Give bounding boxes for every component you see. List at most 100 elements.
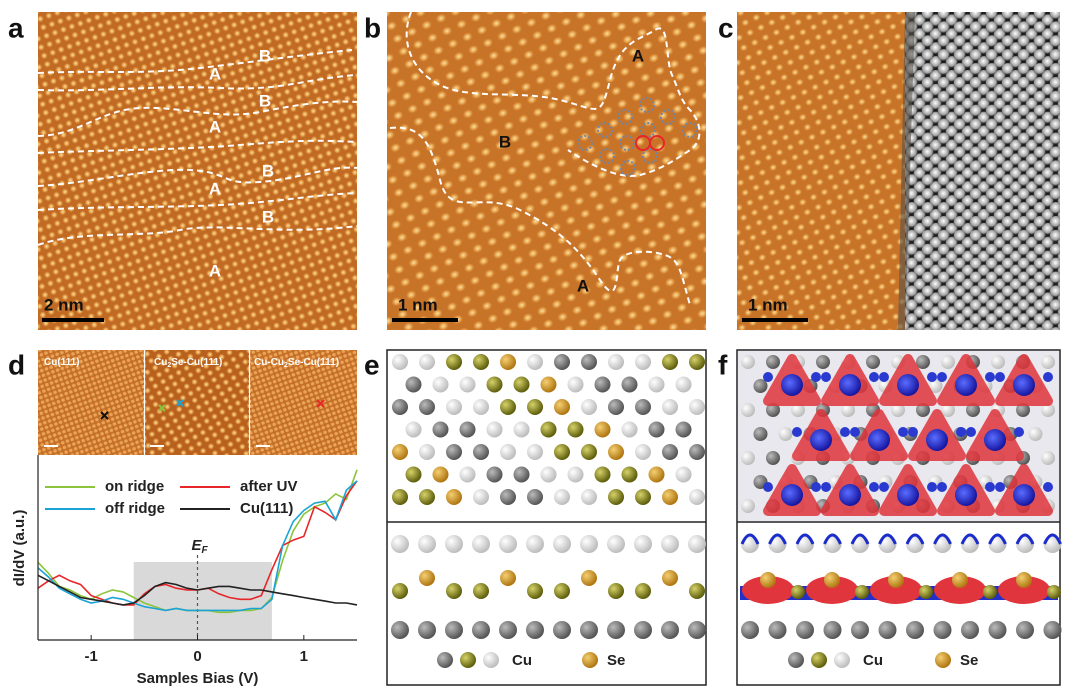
atom	[527, 399, 543, 415]
x-tick-label: 0	[193, 648, 201, 665]
atom	[526, 621, 544, 639]
atom	[955, 374, 977, 396]
y-axis-label: dI/dV (a.u.)	[11, 510, 28, 587]
atom	[635, 444, 651, 460]
atom	[554, 489, 570, 505]
charge-lobe	[850, 533, 870, 545]
atom	[839, 374, 861, 396]
chart: EF -1 0 1 Samples Bias (V) dI/dV (a.u.) on rid…	[11, 455, 358, 687]
atom	[811, 482, 821, 492]
atom	[527, 489, 543, 505]
atom	[821, 372, 831, 382]
inset-label-part: 2	[284, 362, 288, 369]
atom	[988, 621, 1007, 639]
stm-inset	[38, 350, 144, 455]
atom	[839, 484, 861, 506]
x-tick-label: -1	[84, 648, 97, 665]
atom	[791, 403, 805, 417]
atom	[554, 354, 570, 370]
x-axis-label: Samples Bias (V)	[137, 670, 259, 687]
atom	[1016, 621, 1034, 639]
atom	[888, 572, 904, 588]
atom	[621, 376, 638, 393]
atom	[841, 403, 855, 417]
atom	[983, 585, 997, 599]
atom	[675, 466, 692, 483]
atom	[879, 482, 889, 492]
atom	[851, 535, 869, 553]
atom	[419, 489, 435, 505]
atom	[1041, 403, 1055, 417]
atom	[988, 535, 1007, 553]
atom	[985, 482, 995, 492]
atom	[781, 484, 803, 506]
highlight-region	[133, 562, 272, 640]
atom	[392, 354, 408, 370]
atom	[446, 583, 462, 599]
atom	[540, 421, 557, 438]
atom	[823, 621, 842, 639]
atom	[459, 421, 476, 438]
atom	[472, 621, 490, 639]
atom	[581, 444, 597, 460]
region-label: B	[259, 91, 271, 110]
atom	[432, 466, 449, 483]
atom	[500, 570, 516, 586]
atom	[778, 427, 793, 441]
atom	[760, 572, 776, 588]
atom	[608, 583, 624, 599]
atom	[1041, 451, 1055, 465]
atom	[796, 621, 814, 639]
atom	[855, 585, 869, 599]
atoms-top-view	[392, 354, 705, 505]
atom	[897, 374, 919, 396]
inset-label: Cu2Se-Cu(111)	[154, 357, 222, 369]
region-label: A	[632, 46, 644, 65]
atom	[869, 372, 879, 382]
atom	[419, 399, 435, 415]
atom	[823, 535, 842, 553]
panel-label: c	[718, 12, 734, 43]
inset-markers	[44, 399, 325, 447]
charge-lobe	[878, 533, 897, 545]
atom	[796, 535, 814, 553]
charge-lobe	[998, 576, 1050, 604]
charge-lobe	[768, 533, 787, 545]
domain-boundaries	[389, 11, 701, 306]
atom	[868, 429, 890, 451]
inset-label-part: Se-Cu(111)	[288, 357, 339, 368]
atom	[878, 621, 897, 639]
atom	[635, 399, 651, 415]
atom	[791, 585, 805, 599]
atom	[906, 535, 924, 553]
atom	[928, 379, 943, 393]
atom	[446, 399, 462, 415]
atom	[392, 489, 408, 505]
atom	[675, 421, 692, 438]
atom	[768, 535, 787, 553]
atom	[662, 399, 678, 415]
atom	[527, 444, 543, 460]
structure-frame	[386, 349, 707, 686]
atom	[781, 374, 803, 396]
atom	[956, 427, 966, 437]
atom	[486, 466, 503, 483]
atom	[688, 535, 706, 553]
atom	[500, 489, 516, 505]
atom	[763, 482, 773, 492]
atom	[513, 376, 530, 393]
atom	[405, 376, 422, 393]
atom	[635, 583, 651, 599]
atom	[608, 399, 624, 415]
atom	[608, 354, 624, 370]
region-label: B	[262, 161, 274, 180]
atom	[554, 444, 570, 460]
inset-label-part: Cu-Cu	[254, 357, 284, 368]
lattice-circles	[577, 97, 698, 176]
atom	[594, 376, 611, 393]
atom	[567, 421, 584, 438]
atom	[392, 399, 408, 415]
atom	[689, 444, 705, 460]
atom	[810, 429, 832, 451]
